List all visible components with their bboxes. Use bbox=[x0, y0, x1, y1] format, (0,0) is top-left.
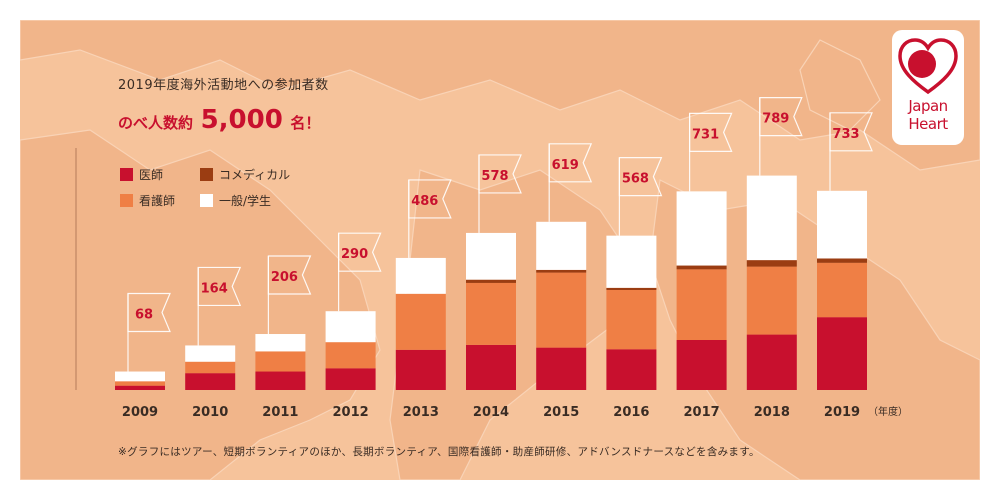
x-tick-label: 2017 bbox=[684, 405, 720, 420]
bar-segment bbox=[817, 317, 867, 390]
bar-segment bbox=[395, 257, 446, 294]
legend-swatch bbox=[120, 194, 133, 207]
title-block: 2019年度海外活動地への参加者数 のべ人数約 5,000 名！ bbox=[118, 74, 329, 135]
heart-logo-icon bbox=[898, 38, 958, 95]
total-label: 290 bbox=[341, 247, 368, 262]
bar-segment bbox=[606, 287, 657, 290]
flag-outline bbox=[548, 143, 593, 183]
bar-segment bbox=[466, 282, 516, 345]
bar-segment bbox=[676, 340, 727, 390]
bar-segment bbox=[325, 342, 376, 369]
legend-label: 一般/学生 bbox=[219, 193, 271, 208]
bar-segment bbox=[676, 269, 727, 340]
total-label: 578 bbox=[481, 169, 508, 184]
bar-segment bbox=[255, 351, 306, 372]
bar-segment bbox=[115, 371, 165, 382]
bar-segment bbox=[746, 334, 797, 390]
flag-outline bbox=[829, 112, 873, 152]
bar-segment bbox=[115, 381, 165, 386]
total-label: 206 bbox=[271, 270, 298, 285]
total-label: 568 bbox=[622, 172, 649, 187]
x-tick-label: 2013 bbox=[403, 405, 439, 420]
headline-number: 5,000 bbox=[200, 105, 283, 135]
x-tick-label: 2014 bbox=[473, 405, 509, 420]
headline-prefix: のべ人数約 bbox=[118, 114, 194, 132]
x-tick-label: 2019 bbox=[824, 405, 860, 420]
bar-segment bbox=[466, 232, 516, 280]
bar-segment bbox=[746, 175, 797, 261]
bar-segment bbox=[536, 347, 587, 390]
bar-segment bbox=[325, 368, 376, 390]
bar-segment bbox=[185, 361, 236, 374]
total-label: 164 bbox=[201, 281, 228, 296]
flag-outline bbox=[127, 292, 171, 333]
flag-outline bbox=[267, 255, 312, 295]
bar-segment bbox=[817, 190, 867, 259]
flag-outline bbox=[689, 112, 733, 152]
chart-headline: のべ人数約 5,000 名！ bbox=[118, 105, 329, 135]
stacked-bar-chart: 68 2009 164 2010 206 2011 290 2012 486 2013 578 201… bbox=[75, 96, 908, 420]
flag-outline bbox=[338, 232, 382, 272]
flag-outline bbox=[408, 179, 452, 219]
x-tick-label: 2011 bbox=[262, 405, 298, 420]
bar-segment bbox=[676, 191, 727, 266]
total-label: 733 bbox=[832, 127, 859, 142]
legend-swatch bbox=[200, 194, 213, 207]
legend-label: コメディカル bbox=[219, 167, 290, 182]
total-label: 789 bbox=[762, 112, 789, 127]
bar-segment bbox=[606, 290, 657, 350]
total-label: 731 bbox=[692, 127, 719, 142]
bar-segment bbox=[536, 221, 587, 270]
logo-text-japan: Japan bbox=[908, 97, 948, 115]
flag-outline bbox=[197, 266, 242, 307]
bar-segment bbox=[395, 349, 446, 390]
bar-segment bbox=[746, 260, 797, 267]
bar-segment bbox=[466, 279, 516, 283]
legend-label: 医師 bbox=[139, 168, 163, 182]
bar-segment bbox=[746, 266, 797, 335]
bar-segment bbox=[395, 293, 446, 350]
total-label: 68 bbox=[135, 308, 153, 323]
x-tick-label: 2010 bbox=[192, 405, 228, 420]
chart-footnote: ※グラフにはツアー、短期ボランティアのほか、長期ボランティア、国際看護師・助産師… bbox=[118, 446, 760, 458]
x-tick-label: 2012 bbox=[333, 405, 369, 420]
bar-segment bbox=[817, 258, 867, 263]
logo-text-heart: Heart bbox=[908, 115, 948, 133]
legend-swatch bbox=[200, 168, 213, 181]
bar-segment bbox=[255, 371, 306, 390]
chart-subtitle: 2019年度海外活動地への参加者数 bbox=[118, 78, 329, 93]
flag-outline bbox=[478, 154, 522, 194]
bar-segment bbox=[606, 235, 657, 288]
chart-panel: 2019年度海外活動地への参加者数 のべ人数約 5,000 名！ 68 2009 1… bbox=[20, 20, 980, 480]
bar-segment bbox=[536, 272, 587, 348]
bar-segment bbox=[676, 265, 727, 270]
x-tick-label: 2018 bbox=[754, 405, 790, 420]
x-tick-label: 2016 bbox=[613, 405, 649, 420]
bar-segment bbox=[185, 345, 236, 362]
flag-outline bbox=[759, 96, 803, 137]
total-label: 619 bbox=[552, 158, 579, 173]
bar-segment bbox=[115, 385, 165, 390]
total-label: 486 bbox=[411, 194, 438, 209]
bar-segment bbox=[185, 373, 236, 390]
bar-segment bbox=[536, 269, 587, 273]
bar-segment bbox=[817, 262, 867, 318]
legend-label: 看護師 bbox=[139, 193, 175, 208]
x-tick-label: 2009 bbox=[122, 405, 158, 420]
x-axis-unit: （年度） bbox=[868, 405, 908, 418]
japan-heart-logo: Japan Heart bbox=[892, 30, 964, 145]
bar-segment bbox=[255, 334, 306, 352]
headline-suffix: 名！ bbox=[290, 114, 321, 132]
bar-segment bbox=[325, 311, 376, 343]
bar-segment bbox=[606, 349, 657, 390]
bar-segment bbox=[466, 344, 516, 390]
legend-swatch bbox=[120, 168, 133, 181]
flag-outline bbox=[618, 157, 663, 197]
x-tick-label: 2015 bbox=[543, 405, 579, 420]
